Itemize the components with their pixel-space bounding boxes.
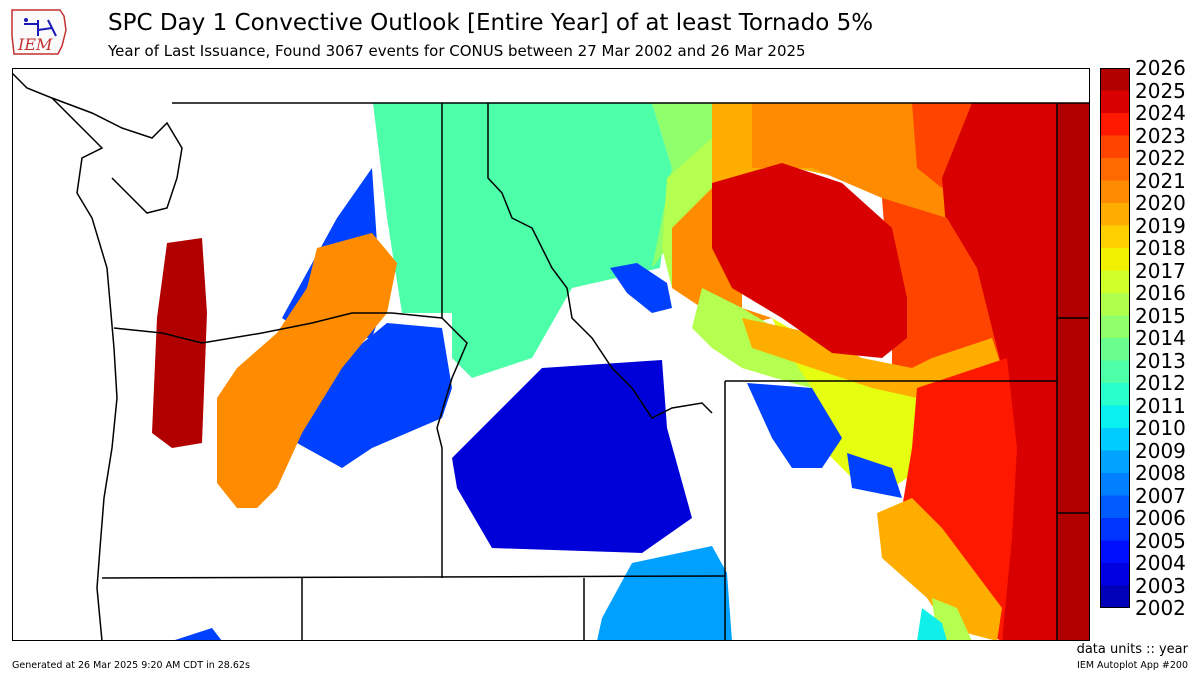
colorbar-swatch — [1100, 518, 1130, 541]
region-2025-or — [152, 238, 207, 448]
colorbar-tick-label: 2017 — [1135, 258, 1186, 283]
colorbar-tick-label: 2003 — [1135, 573, 1186, 598]
colorbar-swatch — [1100, 68, 1130, 91]
region-2003-id — [452, 360, 692, 553]
region-2025-east — [1057, 103, 1090, 641]
colorbar-tick-label: 2015 — [1135, 303, 1186, 328]
colorbar-swatch — [1100, 158, 1130, 181]
region-2020-mid — [742, 318, 1002, 398]
colorbar-swatch — [1100, 405, 1130, 429]
colorbar-tick-label: 2006 — [1135, 506, 1186, 530]
colorbar-tick-label: 2020 — [1135, 191, 1186, 215]
state-border-or-ca-nv — [101, 575, 726, 579]
region-2015 — [652, 103, 722, 268]
colorbar-swatch — [1100, 563, 1130, 586]
region-2009-wy — [597, 546, 732, 641]
pacific-coastline — [12, 72, 118, 641]
colorbar-labels: 2026 2025 2024 2023 2022 2021 2020 2019 2018 2017… — [1135, 58, 1200, 618]
region-2023-south — [902, 358, 1017, 641]
region-2021-ne — [752, 103, 952, 228]
region-2024-east — [942, 103, 1057, 641]
colorbar-tick-label: 2009 — [1135, 438, 1186, 463]
colorbar-swatch — [1100, 428, 1130, 451]
region-2006-id — [610, 263, 672, 313]
map-subtitle: Year of Last Issuance, Found 3067 events… — [108, 42, 806, 60]
region-2006-se — [747, 383, 842, 468]
colorbar-swatch — [1100, 450, 1130, 474]
region-2006-or — [297, 323, 452, 468]
colorbar-tick-label: 2025 — [1135, 78, 1186, 103]
colorbar-tick-label: 2019 — [1135, 213, 1186, 238]
map-title: SPC Day 1 Convective Outlook [Entire Yea… — [108, 10, 874, 36]
region-2020-south — [877, 498, 1002, 641]
region-2021-wa-or — [217, 233, 397, 508]
colorbar-tick-label: 2002 — [1135, 596, 1186, 620]
iem-logo: IEM — [8, 6, 72, 58]
colorbar-swatch — [1100, 293, 1130, 316]
colorbar-tick-label: 2021 — [1135, 168, 1186, 193]
outlook-map — [12, 68, 1090, 641]
colorbar-swatch — [1100, 248, 1130, 271]
colorbar-swatch — [1100, 585, 1130, 609]
colorbar-swatch — [1100, 473, 1130, 496]
columbia-river — [113, 312, 443, 344]
colorbar-swatch — [1100, 360, 1130, 384]
colorbar-tick-label: 2023 — [1135, 123, 1186, 148]
colorbar-swatch — [1100, 113, 1130, 136]
colorbar — [1100, 68, 1130, 609]
colorbar-tick-label: 2010 — [1135, 416, 1186, 440]
colorbar-swatch — [1100, 338, 1130, 361]
region-2022-ne — [912, 103, 972, 188]
colorbar-swatch — [1100, 225, 1130, 249]
colorbar-tick-label: 2016 — [1135, 281, 1186, 305]
state-border-or-id — [436, 317, 468, 578]
region-2011-south — [917, 608, 947, 641]
state-border-id-mt — [487, 103, 713, 419]
generated-timestamp: Generated at 26 Mar 2025 9:20 AM CDT in … — [12, 660, 250, 671]
colorbar-swatch — [1100, 383, 1130, 406]
colorbar-swatch — [1100, 180, 1130, 204]
logo-text: IEM — [17, 35, 53, 54]
region-2006-small — [847, 453, 902, 498]
colorbar-swatch — [1100, 315, 1130, 339]
colorbar-tick-label: 2018 — [1135, 236, 1186, 260]
colorbar-swatch — [1100, 90, 1130, 114]
region-2006-bl — [172, 628, 222, 641]
colorbar-tick-label: 2022 — [1135, 146, 1186, 170]
puget-sound — [51, 97, 183, 214]
app-label: IEM Autoplot App #200 — [1077, 660, 1188, 671]
colorbar-tick-label: 2007 — [1135, 483, 1186, 508]
colorbar-swatch — [1100, 270, 1130, 294]
colorbar-swatch — [1100, 135, 1130, 159]
colorbar-swatch — [1100, 203, 1130, 226]
colorbar-tick-label: 2011 — [1135, 393, 1186, 418]
colorbar-tick-label: 2014 — [1135, 326, 1186, 350]
colorbar-tick-label: 2013 — [1135, 348, 1186, 373]
colorbar-tick-label: 2008 — [1135, 461, 1186, 485]
region-2024-center — [712, 163, 907, 358]
colorbar-tick-label: 2005 — [1135, 528, 1186, 553]
region-2012-north — [373, 103, 672, 378]
colorbar-tick-label: 2004 — [1135, 551, 1186, 575]
colorbar-tick-label: 2024 — [1135, 101, 1186, 125]
colorbar-swatch — [1100, 540, 1130, 564]
colorbar-tick-label: 2026 — [1135, 56, 1186, 80]
data-units-label: data units :: year — [1076, 642, 1188, 657]
colorbar-swatch — [1100, 495, 1130, 519]
colorbar-tick-label: 2012 — [1135, 371, 1186, 395]
